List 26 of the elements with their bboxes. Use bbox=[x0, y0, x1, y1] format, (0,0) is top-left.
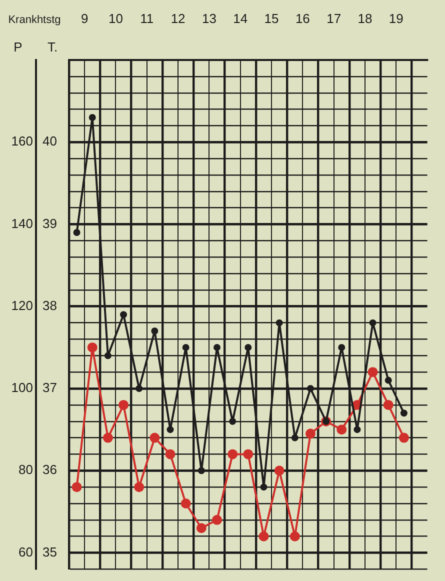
x-tick-label: 15 bbox=[264, 10, 279, 26]
y-tick-label: 80 bbox=[18, 462, 33, 478]
x-tick-label: 17 bbox=[326, 10, 342, 26]
x-tick-label: 10 bbox=[108, 10, 123, 26]
x-tick-label: 12 bbox=[170, 10, 186, 26]
x-tick-label: 9 bbox=[80, 10, 88, 26]
y-tick-label: 120 bbox=[11, 298, 33, 313]
x-axis-title: Krankhtstg bbox=[8, 14, 61, 26]
y-tick-label: 140 bbox=[11, 216, 33, 231]
y2-tick-label: 39 bbox=[42, 216, 57, 231]
y2-axis-title: T. bbox=[47, 40, 58, 55]
y-tick-label: 60 bbox=[18, 544, 33, 560]
x-tick-label: 13 bbox=[202, 10, 216, 26]
x-tick-label: 19 bbox=[388, 10, 404, 26]
x-tick-label: 16 bbox=[295, 10, 310, 26]
y-tick-label: 160 bbox=[11, 134, 33, 149]
y2-tick-label: 37 bbox=[42, 380, 57, 396]
y2-tick-label: 36 bbox=[42, 462, 57, 478]
x-tick-label: 14 bbox=[233, 10, 248, 26]
x-tick-label: 18 bbox=[358, 10, 372, 26]
y2-tick-label: 40 bbox=[42, 134, 57, 149]
y2-tick-label: 35 bbox=[42, 544, 57, 560]
x-tick-label: 11 bbox=[140, 10, 154, 26]
y2-tick-label: 38 bbox=[42, 298, 57, 313]
y-tick-label: 100 bbox=[11, 380, 33, 396]
y-axis-title: P bbox=[14, 40, 22, 55]
